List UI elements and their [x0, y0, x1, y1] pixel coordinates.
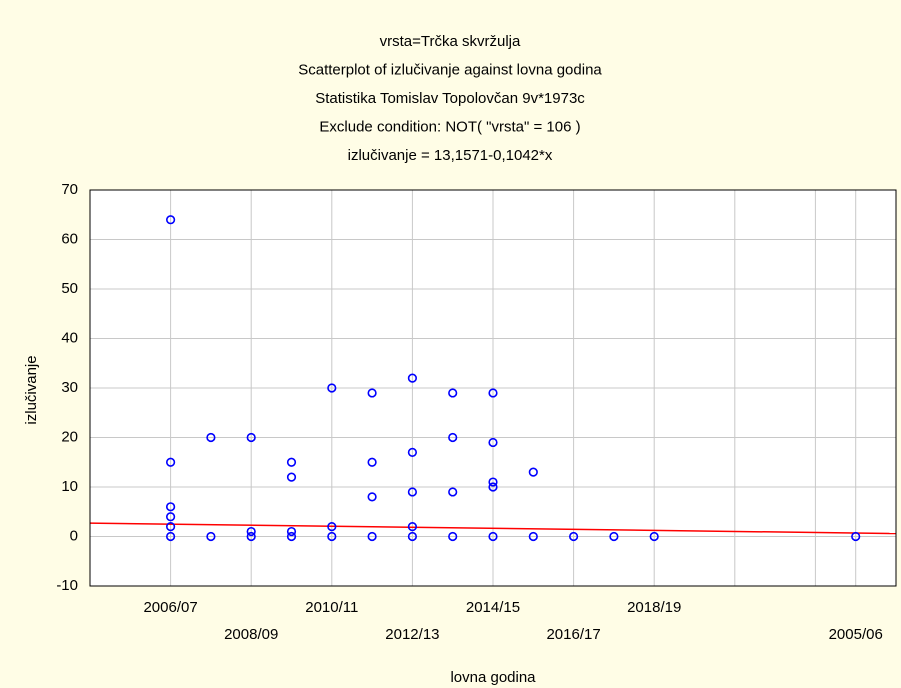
chart-title: izlučivanje = 13,1571-0,1042*x	[348, 147, 553, 164]
point	[488, 388, 498, 398]
y-tick-label: 40	[61, 329, 78, 346]
point	[166, 521, 176, 532]
point	[448, 388, 458, 398]
point	[609, 531, 619, 542]
x-tick-label: 2012/13	[385, 626, 439, 643]
x-tick-label: 2005/06	[829, 626, 883, 643]
point	[407, 373, 418, 383]
x-tick-label: 2016/17	[546, 626, 600, 643]
y-tick-label: 30	[61, 379, 78, 396]
chart-title: Scatterplot of izlučivanje against lovna…	[298, 61, 602, 78]
chart-title: vrsta=Trčka skvržulja	[380, 33, 521, 50]
point	[407, 447, 418, 457]
point	[327, 383, 337, 393]
point	[286, 531, 297, 542]
point	[528, 531, 538, 542]
point	[407, 521, 418, 532]
point	[166, 215, 176, 225]
point	[407, 531, 418, 542]
point	[286, 526, 297, 537]
point	[488, 531, 498, 542]
fit-line	[89, 522, 897, 535]
chart-title: Exclude condition: NOT( "vrsta" = 106 )	[319, 118, 580, 135]
x-tick-label: 2010/11	[305, 599, 358, 616]
point	[448, 487, 458, 497]
point	[367, 457, 377, 467]
x-tick-label: 2014/15	[466, 599, 520, 616]
y-tick-label: 70	[61, 181, 78, 198]
point	[448, 531, 458, 542]
point	[367, 531, 377, 542]
point	[528, 467, 538, 477]
point	[166, 531, 176, 542]
point	[166, 457, 176, 467]
point	[327, 531, 337, 542]
point	[246, 526, 256, 537]
y-tick-label: 20	[61, 428, 78, 445]
point	[851, 531, 861, 542]
y-tick-label: 10	[61, 478, 78, 495]
point	[166, 512, 176, 522]
y-tick-label: 60	[61, 230, 78, 247]
point	[246, 432, 256, 443]
point	[246, 531, 256, 542]
point	[407, 487, 418, 497]
point	[568, 531, 579, 542]
y-axis-title: izlučivanje	[23, 355, 40, 424]
point	[488, 482, 498, 492]
point	[286, 457, 297, 467]
point	[649, 531, 659, 542]
x-tick-label: 2008/09	[224, 626, 278, 643]
y-tick-label: 0	[70, 527, 78, 544]
x-axis-title: lovna godina	[450, 669, 536, 686]
plot-border	[89, 189, 897, 587]
point	[367, 492, 377, 502]
point	[327, 521, 337, 532]
plot-content	[89, 189, 897, 587]
point	[367, 388, 377, 398]
point	[448, 432, 458, 443]
point	[488, 477, 498, 487]
point	[206, 432, 216, 443]
point	[286, 472, 297, 482]
y-tick-label: -10	[56, 577, 78, 594]
x-tick-label: 2006/07	[143, 599, 197, 616]
point	[206, 531, 216, 542]
point	[166, 502, 176, 512]
y-tick-label: 50	[61, 280, 78, 297]
chart-title: Statistika Tomislav Topolovčan 9v*1973c	[315, 90, 585, 107]
point	[488, 437, 498, 448]
x-tick-label: 2018/19	[627, 599, 681, 616]
